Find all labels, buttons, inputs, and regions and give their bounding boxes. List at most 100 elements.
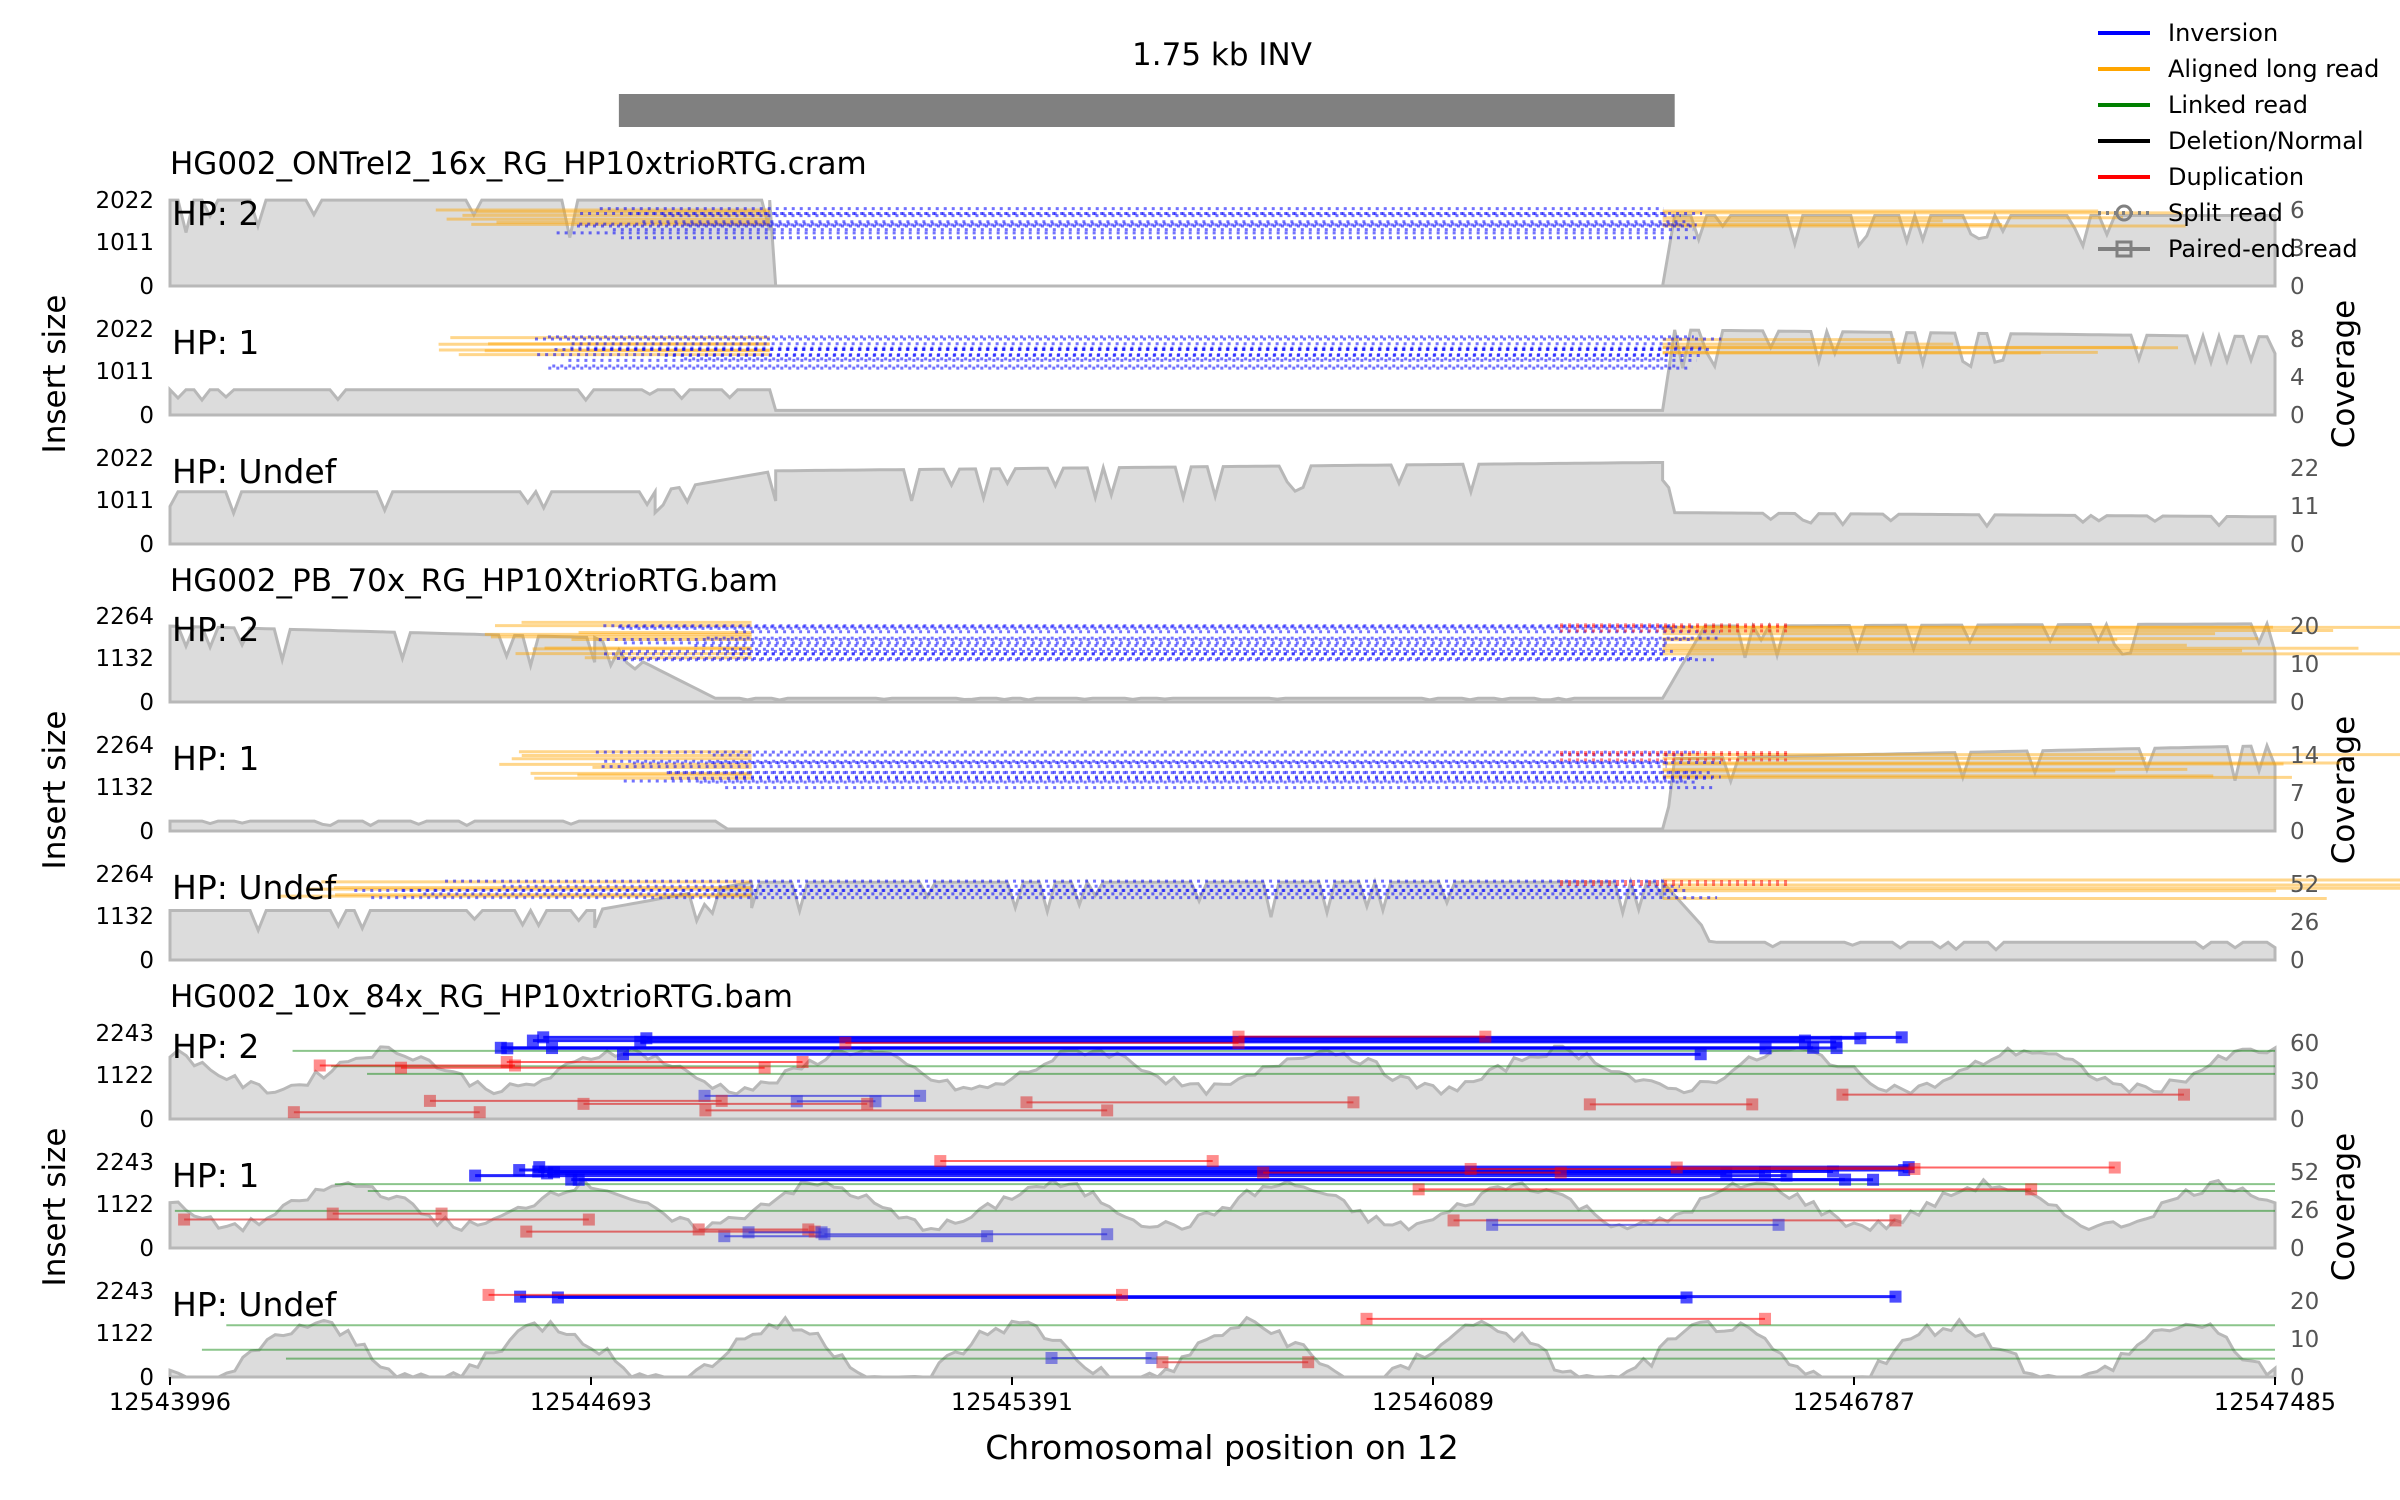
legend: Inversion Aligned long read Linked read Del… bbox=[2098, 19, 2379, 263]
pe-read-marker bbox=[1412, 1183, 1425, 1196]
pe-read-marker bbox=[1479, 1030, 1492, 1043]
pe-read-marker bbox=[541, 1167, 554, 1180]
y2-tick-label: 4 bbox=[2290, 365, 2305, 391]
y2-tick-label: 26 bbox=[2290, 910, 2319, 936]
pe-read-marker bbox=[1670, 1161, 1683, 1174]
panel-1-2: HP: Undef 2264 1132 0 52 26 0 bbox=[95, 862, 2400, 974]
sv-interval-bar bbox=[618, 94, 1675, 127]
pe-read-marker bbox=[742, 1226, 755, 1239]
x-tick-label: 12543996 bbox=[109, 1388, 231, 1416]
x-tick-label: 12546089 bbox=[1372, 1388, 1494, 1416]
y-tick-label: 1122 bbox=[95, 1063, 154, 1089]
y-tick-label: 0 bbox=[139, 1107, 154, 1133]
pe-read-marker bbox=[1486, 1218, 1499, 1231]
pe-read-marker bbox=[1854, 1032, 1867, 1045]
y-tick-label: 0 bbox=[139, 1236, 154, 1262]
pe-read-marker bbox=[551, 1291, 564, 1304]
pe-read-marker bbox=[1145, 1351, 1158, 1364]
pe-read-marker bbox=[1302, 1356, 1315, 1369]
y2-tick-label: 30 bbox=[2290, 1069, 2319, 1095]
panel-0-1: HP: 1 2022 1011 0 8 4 0 bbox=[95, 317, 2304, 429]
y-tick-label: 2264 bbox=[95, 733, 154, 759]
pe-read-marker bbox=[861, 1097, 874, 1110]
pe-read-marker bbox=[565, 1173, 578, 1186]
pe-read-marker bbox=[1045, 1351, 1058, 1364]
hp-label: HP: 2 bbox=[172, 1027, 259, 1066]
pe-read-marker bbox=[395, 1061, 408, 1074]
coverage-area bbox=[168, 1044, 2277, 1121]
pe-read-marker bbox=[2025, 1183, 2038, 1196]
pe-read-marker bbox=[790, 1095, 803, 1108]
coverage-area bbox=[168, 1315, 2277, 1379]
legend-label: Paired-end read bbox=[2168, 235, 2358, 263]
y2-tick-label: 0 bbox=[2290, 532, 2305, 558]
y2-tick-label: 0 bbox=[2290, 1107, 2305, 1133]
pe-read-marker bbox=[287, 1106, 300, 1119]
pe-read-marker bbox=[435, 1207, 448, 1220]
pe-read-marker bbox=[692, 1223, 705, 1236]
hp-label: HP: 2 bbox=[172, 194, 259, 233]
panel-0-0: HP: 2 2022 1011 0 6 3 0 bbox=[95, 188, 2304, 300]
pe-read-marker bbox=[617, 1048, 630, 1061]
pe-read-marker bbox=[1746, 1098, 1759, 1111]
pe-read-marker bbox=[1583, 1098, 1596, 1111]
pe-read-marker bbox=[501, 1042, 514, 1055]
y2label-pacbio: Coverage bbox=[2326, 716, 2362, 865]
pe-read-marker bbox=[1867, 1173, 1880, 1186]
panel-2-1: HP: 1 2243 1122 0 52 26 0 bbox=[95, 1150, 2319, 1262]
pe-read-marker bbox=[313, 1059, 326, 1072]
pe-read-marker bbox=[1116, 1288, 1129, 1301]
pe-read-marker bbox=[1694, 1048, 1707, 1061]
pe-read-marker bbox=[520, 1225, 533, 1238]
panel-0-2: HP: Undef 2022 1011 0 22 11 0 bbox=[95, 446, 2319, 558]
pe-read-marker bbox=[582, 1213, 595, 1226]
y-tick-label: 1011 bbox=[95, 359, 154, 385]
y-tick-label: 0 bbox=[139, 403, 154, 429]
pe-read-marker bbox=[1895, 1031, 1908, 1044]
x-tick-label: 12545391 bbox=[951, 1388, 1073, 1416]
pe-read-marker bbox=[2108, 1161, 2121, 1174]
hp-label: HP: 1 bbox=[172, 739, 259, 778]
pe-read-marker bbox=[1836, 1088, 1849, 1101]
y2-tick-label: 0 bbox=[2290, 1236, 2305, 1262]
y2label-ont: Coverage bbox=[2326, 300, 2362, 449]
y-tick-label: 2022 bbox=[95, 317, 154, 343]
pe-read-marker bbox=[698, 1089, 711, 1102]
pe-read-marker bbox=[718, 1230, 731, 1243]
y2-tick-label: 0 bbox=[2290, 819, 2305, 845]
y2-tick-label: 7 bbox=[2290, 781, 2305, 807]
pe-read-marker bbox=[508, 1059, 521, 1072]
ylabel-ont: Insert size bbox=[37, 295, 73, 454]
y2-tick-label: 10 bbox=[2290, 1327, 2319, 1353]
pe-read-marker bbox=[634, 1035, 647, 1048]
pe-read-marker bbox=[758, 1061, 771, 1074]
pe-read-marker bbox=[1447, 1214, 1460, 1227]
pe-read-marker bbox=[1206, 1155, 1219, 1168]
pe-read-marker bbox=[1839, 1173, 1852, 1186]
y-tick-label: 2264 bbox=[95, 862, 154, 888]
y2-tick-label: 0 bbox=[2290, 274, 2305, 300]
coverage-area bbox=[168, 326, 2277, 417]
y2-tick-label: 20 bbox=[2290, 1289, 2319, 1315]
pe-read-marker bbox=[1680, 1291, 1693, 1304]
y-tick-label: 0 bbox=[139, 532, 154, 558]
y-tick-label: 2022 bbox=[95, 188, 154, 214]
pe-read-marker bbox=[815, 1226, 828, 1239]
pe-read-marker bbox=[577, 1097, 590, 1110]
y-tick-label: 0 bbox=[139, 274, 154, 300]
y-tick-label: 1011 bbox=[95, 230, 154, 256]
pe-read-marker bbox=[1889, 1290, 1902, 1303]
pe-read-marker bbox=[1908, 1162, 1921, 1175]
legend-label: Split read bbox=[2168, 199, 2283, 227]
pe-read-marker bbox=[981, 1230, 994, 1243]
y2-tick-label: 6 bbox=[2290, 198, 2305, 224]
y-tick-label: 1132 bbox=[95, 904, 154, 930]
y2-tick-label: 52 bbox=[2290, 872, 2319, 898]
y2-tick-label: 52 bbox=[2290, 1160, 2319, 1186]
y-tick-label: 1132 bbox=[95, 646, 154, 672]
pe-read-marker bbox=[715, 1094, 728, 1107]
pe-read-marker bbox=[699, 1104, 712, 1117]
file-label-10x: HG002_10x_84x_RG_HP10xtrioRTG.bam bbox=[170, 979, 793, 1015]
pe-read-marker bbox=[1347, 1096, 1360, 1109]
